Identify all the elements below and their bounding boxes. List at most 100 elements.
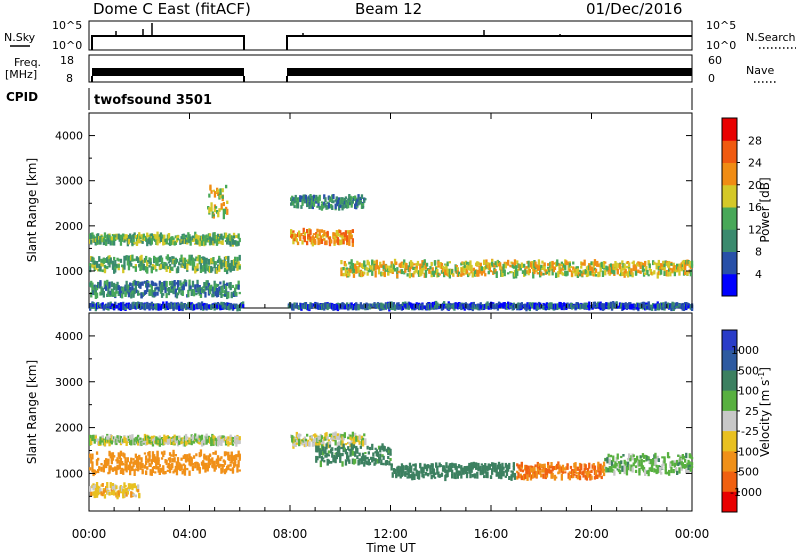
echo-cell [179,303,182,306]
echo-cell [204,465,207,468]
freq-trace-a [92,68,244,76]
echo-cell [453,472,456,479]
echo-cell [95,482,99,489]
echo-cell [374,271,377,278]
echo-cell [90,239,93,245]
echo-cell [100,439,103,443]
echo-cell [210,439,213,447]
echo-cell [179,468,182,472]
echo-cell [220,436,223,441]
echo-cell [230,235,233,242]
echo-cell [116,234,119,240]
echo-cell [671,301,674,308]
echo-cell [536,268,539,271]
echo-cell [182,285,185,291]
echo-cell [349,230,352,236]
echo-cell [224,436,228,440]
echo-cell [348,460,351,464]
echo-cell [610,468,614,471]
echo-cell [111,234,115,237]
echo-cell [679,304,682,309]
echo-cell [134,264,137,269]
echo-cell [543,463,546,469]
echo-cell [114,235,117,241]
echo-cell [210,202,213,210]
echo-cell [111,306,115,309]
echo-cell [150,269,153,273]
power-colorbar-tick-label: 12 [748,223,762,236]
echo-cell [219,458,222,462]
echo-cell [133,438,136,446]
echo-cell [131,290,134,295]
echo-cell [437,260,440,268]
echo-cell [153,290,156,293]
echo-cell [135,486,139,492]
echo-cell [347,446,350,451]
echo-cell [101,269,104,273]
echo-cell [412,463,415,467]
echo-cell [331,305,334,310]
echo-cell [320,238,324,244]
echo-cell [599,463,602,470]
echo-cell [122,452,125,457]
echo-cell [342,232,345,235]
echo-cell [427,268,430,271]
echo-cell [350,268,353,272]
echo-cell [307,198,310,205]
echo-cell [502,471,505,477]
echo-cell [381,272,384,276]
velocity-colorbar-swatch [722,451,737,473]
echo-cell [114,484,117,491]
echo-cell [578,462,582,469]
echo-cell [597,301,600,308]
velocity-colorbar-tick-label: -100 [734,445,759,458]
echo-cell [669,267,672,271]
echo-cell [480,270,483,276]
echo-cell [191,435,195,441]
echo-cell [613,470,616,476]
echo-cell [165,239,168,245]
echo-cell [573,305,576,309]
echo-cell [444,468,447,473]
echo-cell [139,282,142,289]
echo-cell [214,465,217,470]
echo-cell [540,473,543,478]
echo-cell [495,467,498,474]
echo-cell [216,440,220,447]
echo-cell [235,437,238,445]
echo-cell [413,468,416,471]
echo-cell [565,260,568,265]
echo-cell [125,255,128,261]
echo-cell [323,230,326,237]
echo-cell [488,263,491,271]
velocity-colorbar-tick-label: 500 [738,364,759,377]
echo-cell [352,266,356,273]
echo-cell [106,306,109,309]
echo-cell [102,291,105,298]
echo-cell [95,459,99,466]
echo-cell [180,254,183,261]
echo-cell [234,459,237,463]
echo-cell [521,469,525,473]
nsearch-tick-top: 10^5 [706,19,736,32]
echo-cell [576,266,579,269]
echo-cell [295,442,298,445]
echo-cell [227,440,230,447]
echo-cell [138,283,141,287]
echo-cell [421,466,424,471]
echo-cell [500,469,503,477]
echo-cell [158,435,161,439]
time-axis: 00:00 04:00 08:00 12:00 16:00 20:00 00:00 [72,113,709,541]
echo-cell [108,439,111,447]
echo-cell [129,461,132,469]
echo-cell [368,446,372,451]
echo-cell [123,240,126,243]
echo-cell [409,260,413,267]
echo-cell [212,240,215,246]
echo-cell [94,238,97,243]
echo-cell [553,466,557,469]
echo-cell [631,467,634,473]
echo-cell [176,292,180,296]
echo-cell [123,255,126,263]
echo-cell [594,305,598,309]
